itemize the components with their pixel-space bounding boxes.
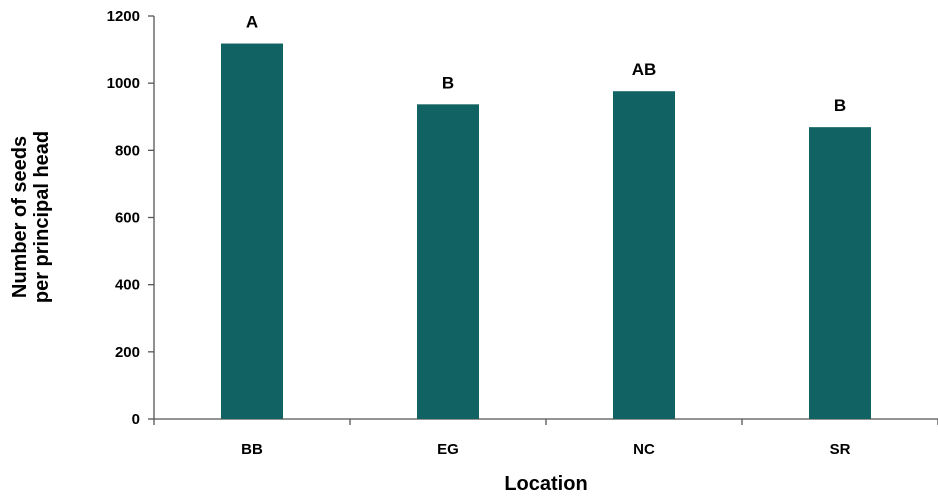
x-tick-label: SR: [830, 441, 851, 458]
axes: [148, 15, 938, 425]
x-tick-label: EG: [437, 441, 459, 458]
bars: [221, 43, 871, 420]
bar-sr: [809, 127, 871, 420]
y-axis-title: Number of seedsper principal head: [9, 131, 53, 303]
significance-label: B: [834, 96, 846, 115]
significance-label: A: [246, 13, 258, 32]
y-tick-label: 1200: [107, 8, 140, 25]
labels: 0 200 400 600 800 1000 1200 BB A EG B NC AB SR B: [107, 8, 851, 458]
significance-label: AB: [632, 60, 657, 79]
y-axis-title-text: Number of seedsper principal head: [9, 131, 53, 303]
significance-label: B: [442, 73, 454, 92]
y-axis-title-line: Number of seeds: [9, 136, 31, 298]
x-tick-label: BB: [241, 441, 263, 458]
bar-bb: [221, 43, 283, 420]
y-axis-title-line: per principal head: [31, 131, 53, 303]
bar-nc: [613, 91, 675, 419]
y-tick-label: 800: [115, 142, 140, 159]
bar-eg: [417, 104, 479, 420]
y-tick-label: 200: [115, 344, 140, 361]
y-tick-label: 1000: [107, 75, 140, 92]
y-tick-label: 400: [115, 277, 140, 294]
x-axis-title: Location: [504, 473, 587, 495]
x-tick-label: NC: [633, 441, 655, 458]
y-tick-label: 600: [115, 210, 140, 227]
y-tick-label: 0: [132, 411, 140, 428]
